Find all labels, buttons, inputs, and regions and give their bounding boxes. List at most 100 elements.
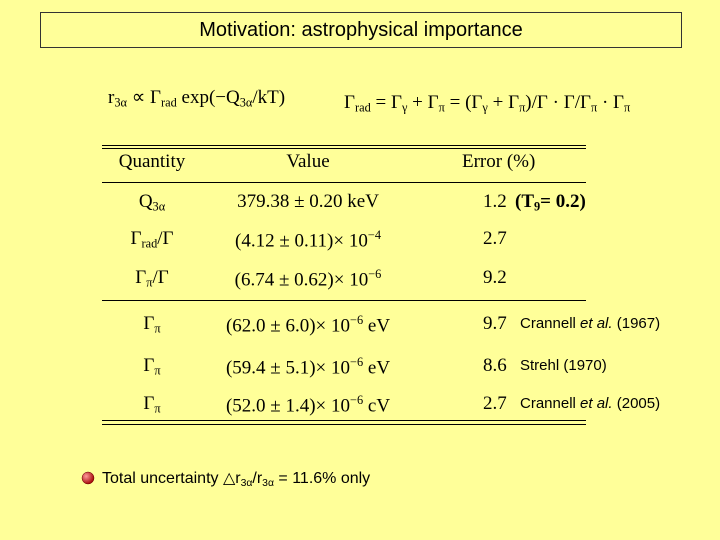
table-cell: 2.7 bbox=[483, 228, 507, 249]
text-segment: 3α bbox=[240, 478, 253, 490]
text-segment: (2005) bbox=[612, 395, 661, 412]
text-sub: π bbox=[154, 363, 161, 378]
text-sub: rad bbox=[141, 236, 158, 251]
text-segment: + Γ bbox=[407, 92, 439, 113]
text-sub: π bbox=[154, 401, 161, 416]
table-rule bbox=[102, 300, 586, 301]
table-cell: 9.2 bbox=[483, 267, 507, 288]
text-segment: eV bbox=[363, 315, 391, 337]
text-segment: Γ bbox=[130, 228, 142, 249]
text-sup: −4 bbox=[367, 228, 381, 242]
table-rule bbox=[102, 145, 586, 146]
text-i: et al. bbox=[580, 315, 613, 332]
text-segment: + Γ bbox=[487, 92, 520, 113]
text-segment: = (Γ bbox=[444, 92, 483, 113]
text-segment: (T bbox=[515, 191, 534, 212]
formula: r3α ∝ Γrad exp(−Q3α/kT) bbox=[108, 86, 285, 111]
text-segment: r bbox=[108, 87, 115, 108]
text-sub: π bbox=[154, 321, 161, 336]
text-segment: Crannell bbox=[520, 315, 581, 332]
text-sub: 3α bbox=[152, 199, 166, 214]
text-segment: Γ bbox=[143, 355, 155, 376]
table-rule bbox=[102, 182, 586, 183]
text-segment: (6.74 ± 0.62)× 10 bbox=[234, 269, 369, 291]
table-cell: Q3α bbox=[139, 191, 165, 215]
text-sub: π bbox=[146, 275, 153, 290]
table-rule bbox=[102, 148, 586, 149]
table-cell: Γπ bbox=[143, 355, 160, 379]
text-sub: π bbox=[624, 100, 631, 115]
text-segment: /Γ bbox=[152, 267, 169, 288]
citation: Crannell et al. (2005) bbox=[520, 395, 660, 412]
bullet-icon bbox=[81, 471, 95, 485]
text-segment: /Γ bbox=[157, 228, 174, 249]
text-segment: Total uncertainty △r bbox=[102, 470, 241, 487]
text-segment: Q bbox=[138, 191, 153, 212]
table-cell: Γπ bbox=[143, 393, 160, 417]
text-segment: Strehl (1970) bbox=[520, 357, 607, 374]
text-segment: 3α bbox=[262, 478, 274, 490]
text-segment: )/Γ · Γ/Γ bbox=[525, 92, 591, 113]
table-cell: 379.38 ± 0.20 keV bbox=[237, 191, 379, 213]
text-sup: −6 bbox=[350, 393, 364, 407]
citation: Crannell et al. (1967) bbox=[520, 315, 660, 332]
text-segment: · Γ bbox=[597, 92, 625, 113]
text-segment: (59.4 ± 5.1)× 10 bbox=[225, 357, 351, 379]
text-sub: 3α bbox=[239, 95, 253, 110]
table-cell: 8.6 bbox=[483, 355, 507, 376]
text-segment: Γ bbox=[344, 92, 355, 113]
citation: Strehl (1970) bbox=[520, 357, 607, 374]
text-segment: eV bbox=[363, 357, 391, 379]
table-cell: Γπ/Γ bbox=[135, 267, 168, 291]
text-sup: −6 bbox=[350, 313, 364, 327]
table-cell: 9.7 bbox=[483, 313, 507, 334]
formula: Γrad = Γγ + Γπ = (Γγ + Γπ)/Γ · Γ/Γπ · Γπ bbox=[344, 92, 630, 116]
text-segment: (62.0 ± 6.0)× 10 bbox=[225, 315, 351, 337]
text-segment: cV bbox=[363, 395, 391, 417]
text-segment: Γ bbox=[143, 393, 155, 414]
text-sub: π bbox=[438, 100, 445, 115]
text-sub: γ bbox=[482, 100, 488, 115]
text-sub: γ bbox=[401, 100, 408, 115]
text-sub: π bbox=[519, 100, 526, 115]
table-header: Error (%) bbox=[462, 151, 536, 172]
text-sub: rad bbox=[161, 95, 177, 110]
title-box: Motivation: astrophysical importance bbox=[40, 12, 682, 48]
text-segment: = 0.2) bbox=[540, 191, 586, 212]
slide-title: Motivation: astrophysical importance bbox=[199, 18, 523, 41]
text-segment: exp(−Q bbox=[176, 87, 240, 108]
table-cell: (59.4 ± 5.1)× 10−6 eV bbox=[226, 355, 390, 379]
text-segment: /kT) bbox=[252, 87, 286, 108]
table-cell: 2.7 bbox=[483, 393, 507, 414]
table-cell: Γrad/Γ bbox=[130, 228, 173, 252]
table-cell: (62.0 ± 6.0)× 10−6 eV bbox=[226, 313, 390, 337]
table-cell: (52.0 ± 1.4)× 10−6 cV bbox=[226, 393, 390, 417]
text-segment: = 11.6% only bbox=[273, 470, 371, 487]
table-cell: 1.2 bbox=[483, 191, 507, 212]
text-segment: = Γ bbox=[370, 92, 402, 113]
text-segment: Γ bbox=[135, 267, 147, 288]
text-sub: rad bbox=[354, 100, 371, 115]
table-cell: (4.12 ± 0.11)× 10−4 bbox=[235, 228, 381, 252]
text-segment: 379.38 ± 0.20 keV bbox=[237, 191, 379, 212]
table-rule bbox=[102, 420, 586, 421]
text-sub: 9 bbox=[534, 199, 541, 214]
table-header: Value bbox=[286, 151, 330, 172]
text-sub: 3α bbox=[114, 95, 127, 110]
text-segment: Γ bbox=[143, 313, 155, 334]
text-segment: (52.0 ± 1.4)× 10 bbox=[225, 395, 351, 417]
table-note: (T9= 0.2) bbox=[515, 191, 586, 215]
text-segment: Crannell bbox=[520, 395, 581, 412]
text-sup: −6 bbox=[368, 267, 382, 281]
text-segment: (1967) bbox=[612, 315, 661, 332]
table-cell: Γπ bbox=[143, 313, 160, 337]
table-rule bbox=[102, 424, 586, 425]
text-segment: /r bbox=[252, 470, 263, 487]
text-segment: (4.12 ± 0.11)× 10 bbox=[235, 230, 368, 252]
text-segment: ∝ Γ bbox=[126, 87, 162, 108]
table-header: Quantity bbox=[118, 151, 186, 172]
text-sub: π bbox=[590, 100, 598, 115]
text-sup: −6 bbox=[350, 355, 364, 369]
bullet-text: Total uncertainty △r3α/r3α = 11.6% only bbox=[102, 468, 370, 489]
